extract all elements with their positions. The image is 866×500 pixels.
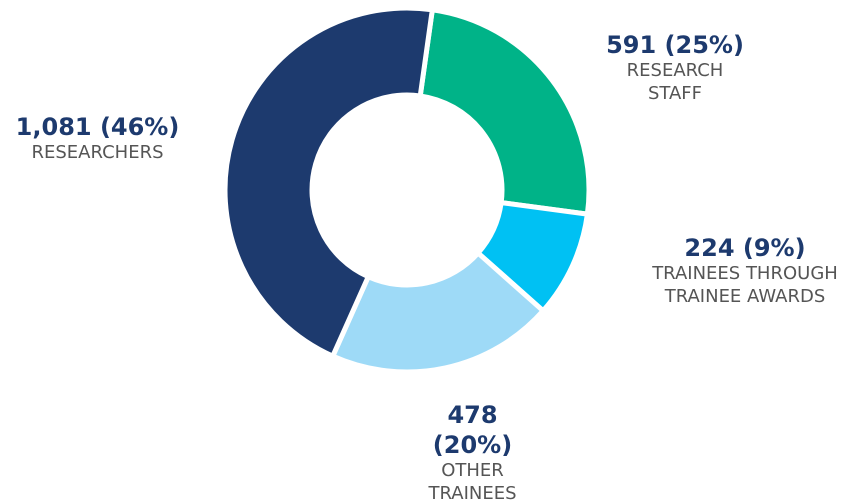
wedge xyxy=(417,6,592,217)
label: 224 (9%) TRAINEES THROUGH TRAINEE AWARDS xyxy=(615,233,866,308)
label: 1,081 (46%) RESEARCHERS xyxy=(0,112,195,165)
value-label: 478 (20%) xyxy=(432,401,513,459)
category-label: OTHER TRAINEES xyxy=(428,460,517,500)
value-label: 1,081 (46%) xyxy=(15,113,180,141)
value-label: 224 (9%) xyxy=(684,234,806,262)
category-label: TRAINEES THROUGH TRAINEE AWARDS xyxy=(652,263,838,307)
wedge xyxy=(222,5,436,360)
value-label: 591 (25%) xyxy=(606,31,744,59)
category-label: RESEARCH STAFF xyxy=(626,60,724,104)
wedge xyxy=(329,249,547,375)
category-label: RESEARCHERS xyxy=(31,142,164,163)
label: 591 (25%) RESEARCH STAFF xyxy=(605,30,745,105)
label: 478 (20%) OTHER TRAINEES xyxy=(410,400,535,500)
